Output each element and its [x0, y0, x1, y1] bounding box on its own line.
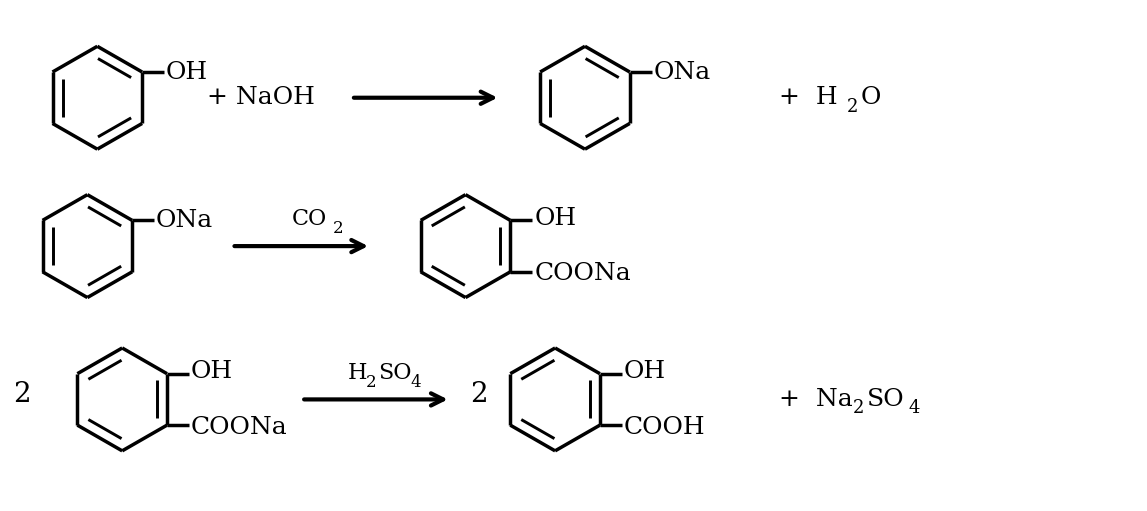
Text: 2: 2 — [470, 381, 489, 408]
Text: 2: 2 — [852, 399, 864, 417]
Text: 4: 4 — [908, 399, 920, 417]
Text: SO: SO — [379, 362, 412, 384]
Text: 4: 4 — [411, 374, 421, 390]
Text: CO: CO — [291, 208, 327, 230]
Text: 2: 2 — [13, 381, 30, 408]
Text: 2: 2 — [333, 220, 344, 237]
Text: H: H — [348, 362, 367, 384]
Text: COONa: COONa — [535, 262, 631, 285]
Text: +  Na: + Na — [779, 388, 852, 411]
Text: OH: OH — [190, 360, 233, 383]
Text: OH: OH — [535, 207, 576, 230]
Text: ONa: ONa — [156, 209, 213, 232]
Text: 2: 2 — [846, 98, 858, 115]
Text: COONa: COONa — [190, 415, 288, 438]
Text: SO: SO — [867, 388, 904, 411]
Text: OH: OH — [166, 60, 208, 83]
Text: + NaOH: + NaOH — [206, 86, 314, 109]
Text: 2: 2 — [366, 374, 376, 390]
Text: OH: OH — [624, 360, 666, 383]
Text: O: O — [860, 86, 881, 109]
Text: +  H: + H — [779, 86, 837, 109]
Text: COOH: COOH — [624, 415, 705, 438]
Text: ONa: ONa — [654, 60, 711, 83]
